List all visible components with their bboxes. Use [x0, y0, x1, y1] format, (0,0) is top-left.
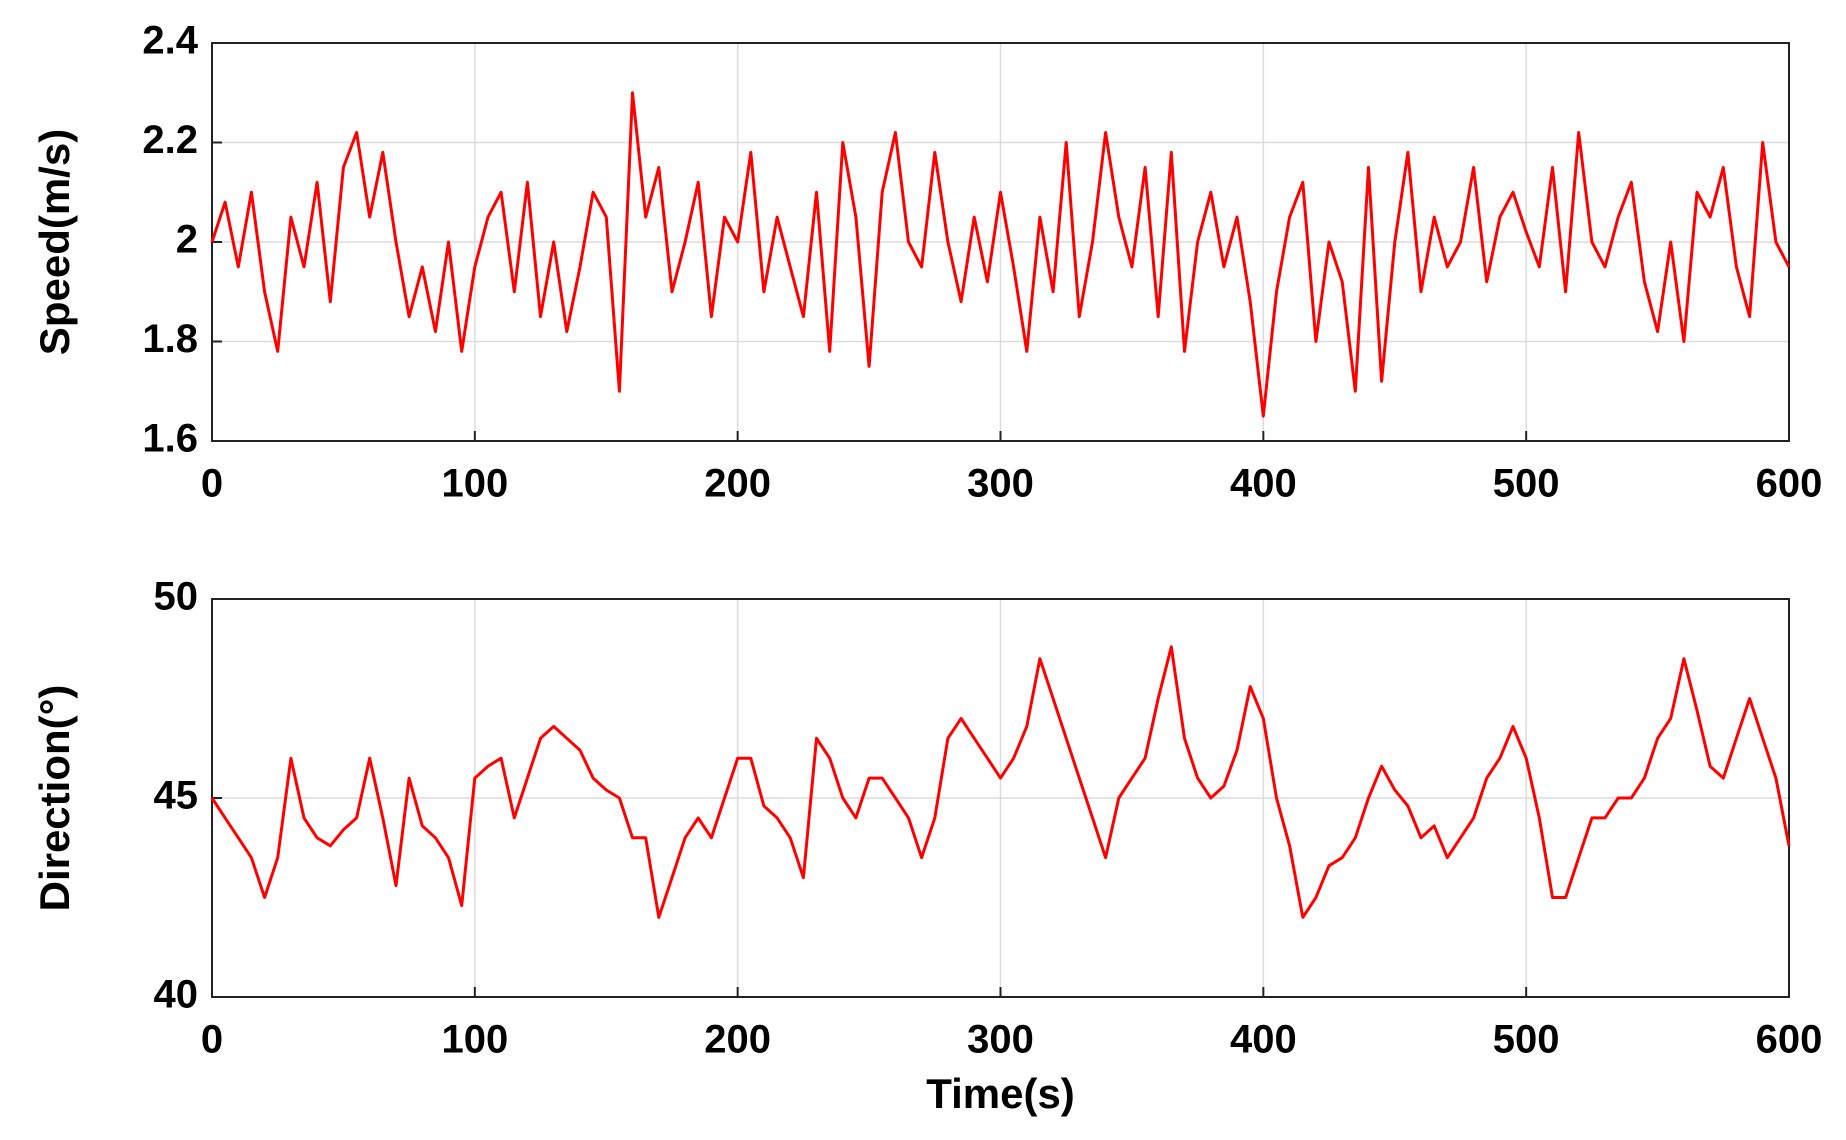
- y-tick-label: 1.6: [142, 417, 198, 461]
- y-axis-label: Speed(m/s): [31, 129, 78, 355]
- x-tick-label: 600: [1756, 1018, 1823, 1062]
- y-tick-label: 2.2: [142, 118, 198, 162]
- x-tick-label: 0: [201, 462, 223, 506]
- y-tick-label: 2.4: [142, 19, 198, 63]
- data-line: [210, 91, 1791, 418]
- x-tick-label: 300: [967, 1018, 1034, 1062]
- y-tick-label: 2: [176, 218, 198, 262]
- x-tick-label: 500: [1493, 462, 1560, 506]
- data-line: [210, 645, 1791, 919]
- x-tick-label: 200: [704, 1018, 771, 1062]
- x-tick-label: 100: [441, 1018, 508, 1062]
- x-tick-label: 400: [1230, 462, 1297, 506]
- y-tick-label: 45: [154, 774, 199, 818]
- x-tick-label: 600: [1756, 462, 1823, 506]
- x-tick-label: 400: [1230, 1018, 1297, 1062]
- x-tick-label: 500: [1493, 1018, 1560, 1062]
- x-tick-label: 0: [201, 1018, 223, 1062]
- x-axis-label: Time(s): [926, 1070, 1075, 1117]
- x-tick-label: 200: [704, 462, 771, 506]
- y-tick-label: 40: [154, 973, 199, 1017]
- y-tick-label: 1.8: [142, 317, 198, 361]
- y-tick-label: 50: [154, 575, 199, 619]
- y-axis-label: Direction(°): [31, 685, 78, 912]
- x-tick-label: 300: [967, 462, 1034, 506]
- x-tick-label: 100: [441, 462, 508, 506]
- plot: 1.6 1.8 2 2.2 2.4 0 100 200 300 400 500 600 Speed(m/…: [31, 19, 1822, 506]
